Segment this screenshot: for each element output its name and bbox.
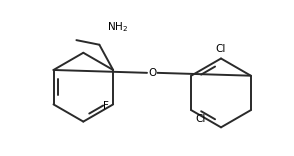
Text: NH$_2$: NH$_2$ bbox=[107, 21, 128, 34]
Text: Cl: Cl bbox=[216, 44, 226, 54]
Text: F: F bbox=[103, 100, 108, 111]
Text: Cl: Cl bbox=[196, 114, 206, 124]
Text: O: O bbox=[148, 68, 156, 78]
